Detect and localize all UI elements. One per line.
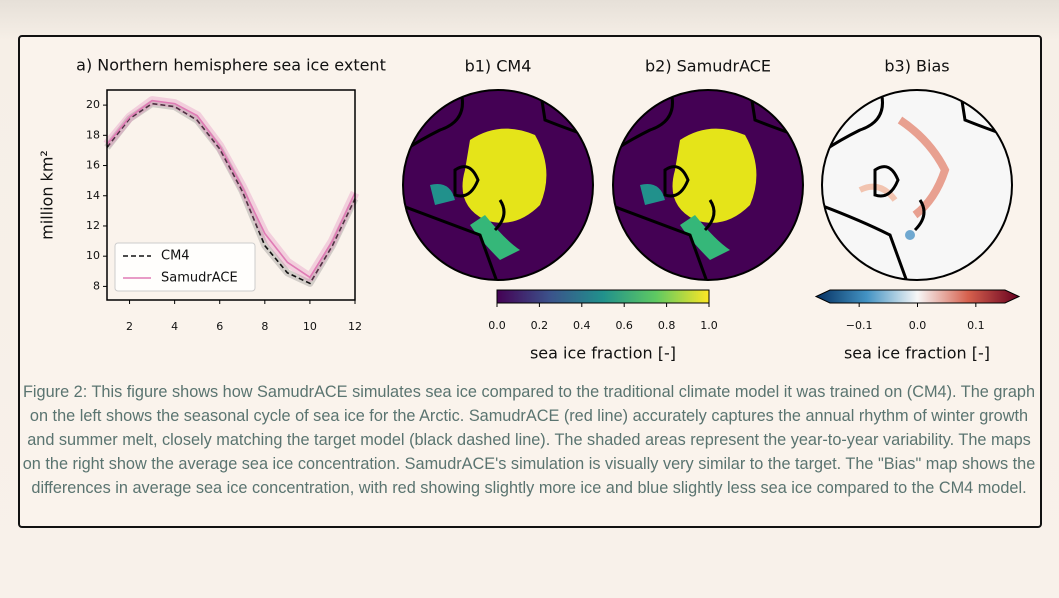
x-tick-label: 10 [303, 320, 317, 333]
y-tick-label: 18 [86, 128, 100, 141]
legend-label: SamudrACE [161, 271, 238, 286]
map-samudrace [613, 90, 803, 280]
y-tick-label: 16 [86, 159, 100, 172]
colorbar-label: sea ice fraction [-] [844, 344, 990, 363]
colorbar-tick-label: 0.8 [658, 319, 676, 332]
map-title: b3) Bias [884, 57, 949, 76]
colorbar-label: sea ice fraction [-] [530, 344, 676, 363]
x-tick-label: 6 [216, 320, 223, 333]
map-outline [821, 89, 1013, 281]
colorbar-tick-label: 0.0 [909, 319, 927, 332]
legend-box [114, 242, 256, 292]
panel-title: a) Northern hemisphere sea ice extent [76, 56, 386, 75]
map-title: b2) SamudrACE [645, 57, 771, 76]
y-tick-label: 14 [86, 189, 100, 202]
map-outline [402, 89, 594, 281]
colorbar [496, 289, 710, 304]
y-tick-label: 10 [86, 249, 100, 262]
y-tick-label: 12 [86, 219, 100, 232]
colorbar-tick-label: 0.1 [967, 319, 985, 332]
map-title: b1) CM4 [465, 57, 532, 76]
colorbar-tick-label: 0.6 [615, 319, 633, 332]
colorbar-tick-label: −0.1 [846, 319, 873, 332]
x-tick-label: 12 [348, 320, 362, 333]
colorbar-tick-label: 0.2 [531, 319, 549, 332]
caption: Figure 2: This figure shows how SamudrAC… [22, 383, 1036, 497]
series-line [106, 99, 356, 279]
y-tick-label: 8 [93, 279, 100, 292]
colorbar-tick-label: 0.4 [573, 319, 591, 332]
legend-label: CM4 [161, 249, 190, 264]
x-tick-label: 8 [261, 320, 268, 333]
plot-frame [106, 89, 356, 301]
x-tick-label: 4 [171, 320, 178, 333]
y-tick-label: 20 [86, 98, 100, 111]
colorbar [814, 289, 1021, 304]
series-line [106, 102, 356, 285]
colorbar-tick-label: 1.0 [700, 319, 718, 332]
x-tick-label: 2 [126, 320, 133, 333]
colorbar-tick-label: 0.0 [488, 319, 506, 332]
map-outline [612, 89, 804, 281]
y-axis-label: million km² [38, 150, 57, 240]
